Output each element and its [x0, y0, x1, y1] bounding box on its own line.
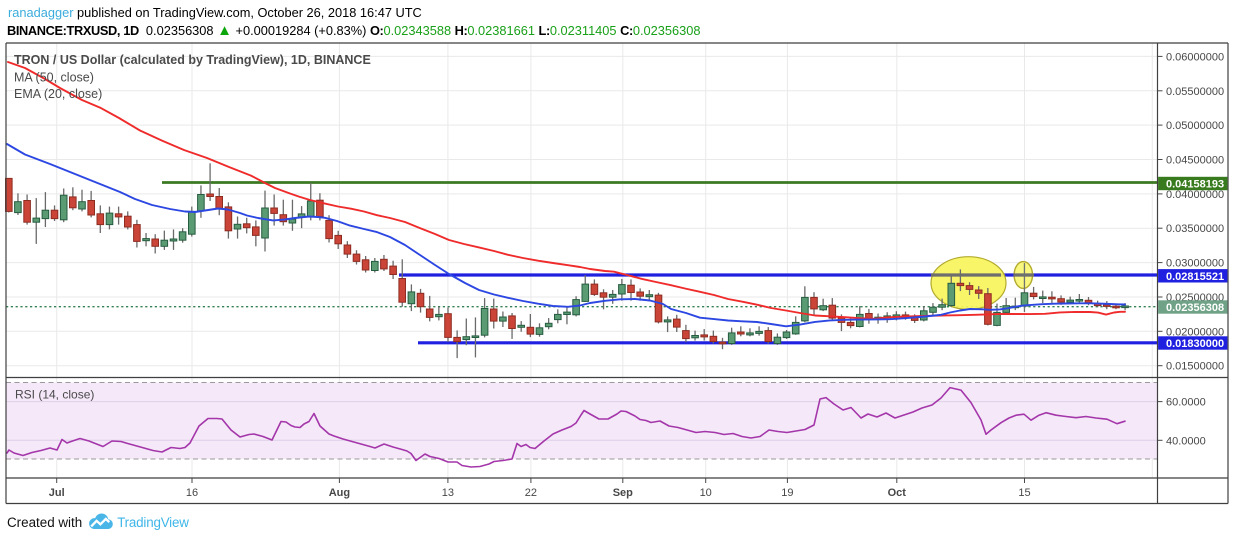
svg-text:Jul: Jul — [49, 487, 65, 499]
svg-text:60.0000: 60.0000 — [1166, 397, 1206, 409]
svg-text:TRON / US Dollar (calculated b: TRON / US Dollar (calculated by TradingV… — [14, 53, 371, 67]
svg-text:0.02815521: 0.02815521 — [1166, 271, 1224, 283]
svg-text:0.02000000: 0.02000000 — [1166, 326, 1224, 338]
svg-text:0.04500000: 0.04500000 — [1166, 155, 1224, 167]
svg-text:0.04158193: 0.04158193 — [1166, 179, 1224, 191]
svg-text:Sep: Sep — [613, 487, 633, 499]
svg-text:19: 19 — [781, 487, 793, 499]
svg-text:0.01830000: 0.01830000 — [1166, 338, 1224, 350]
svg-text:0.02356308: 0.02356308 — [1166, 302, 1224, 314]
svg-text:0.05000000: 0.05000000 — [1166, 120, 1224, 132]
svg-text:10: 10 — [700, 487, 712, 499]
svg-text:40.0000: 40.0000 — [1166, 435, 1206, 447]
svg-text:15: 15 — [1018, 487, 1030, 499]
svg-text:22: 22 — [525, 487, 537, 499]
svg-text:0.04000000: 0.04000000 — [1166, 189, 1224, 201]
svg-text:0.05500000: 0.05500000 — [1166, 86, 1224, 98]
svg-text:13: 13 — [442, 487, 454, 499]
svg-text:Oct: Oct — [888, 487, 907, 499]
svg-text:0.06000000: 0.06000000 — [1166, 51, 1224, 63]
svg-text:0.01500000: 0.01500000 — [1166, 361, 1224, 373]
svg-text:EMA (20, close): EMA (20, close) — [14, 87, 102, 101]
svg-text:Aug: Aug — [329, 487, 350, 499]
svg-text:0.03000000: 0.03000000 — [1166, 258, 1224, 270]
svg-text:MA (50, close): MA (50, close) — [14, 71, 94, 85]
svg-text:RSI (14, close): RSI (14, close) — [15, 388, 94, 402]
svg-text:16: 16 — [186, 487, 198, 499]
svg-text:0.03500000: 0.03500000 — [1166, 223, 1224, 235]
